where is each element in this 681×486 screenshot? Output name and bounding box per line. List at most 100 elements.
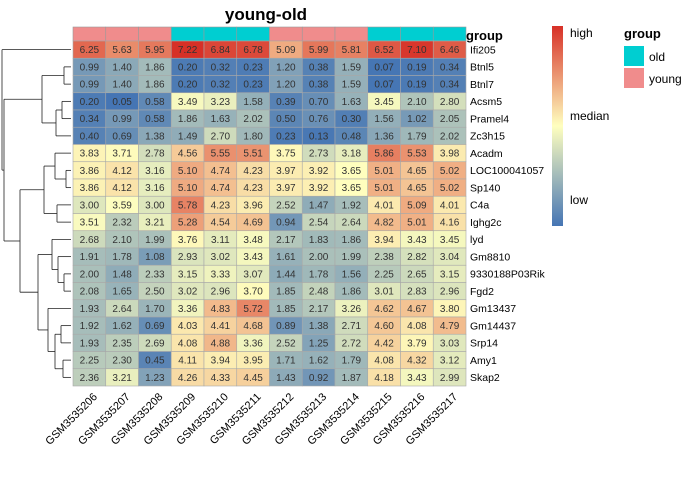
cell-value: 4.41 (211, 321, 231, 332)
annotation-cell-old (170, 26, 205, 42)
cell-value: 0.07 (374, 80, 394, 91)
gene-label: 9330188P03Rik (470, 269, 545, 281)
cell-value: 0.19 (407, 62, 427, 73)
cell-value: 1.87 (342, 373, 362, 384)
cell-value: 0.58 (145, 97, 165, 108)
cell-value: 1.70 (145, 304, 165, 315)
cell-value: 6.46 (440, 45, 460, 56)
cell-value: 4.03 (178, 321, 198, 332)
annotation-cell-old (203, 26, 238, 42)
cell-value: 4.45 (243, 373, 263, 384)
cell-value: 2.64 (342, 218, 362, 229)
cell-value: 2.36 (80, 373, 100, 384)
cell-value: 3.21 (145, 218, 165, 229)
cell-value: 1.91 (80, 252, 100, 263)
cell-value: 0.40 (80, 131, 100, 142)
cell-value: 4.18 (374, 373, 394, 384)
cell-value: 1.86 (145, 62, 165, 73)
cell-value: 6.52 (374, 45, 394, 56)
gene-label: Btnl5 (470, 62, 494, 74)
cell-value: 2.48 (309, 287, 329, 298)
gene-labels: Ifi205 Btnl5 Btnl7 Acsm5 Pramel4 Zc3h15 Acadm L… (470, 44, 545, 384)
cell-value: 4.74 (211, 183, 231, 194)
annotation-cell-old (236, 26, 270, 42)
cell-value: 1.79 (342, 356, 362, 367)
cell-value: 3.98 (440, 149, 460, 160)
cell-value: 3.86 (80, 183, 100, 194)
cell-value: 4.54 (211, 218, 231, 229)
cell-value: 5.51 (243, 149, 263, 160)
color-scale-label: median (570, 109, 609, 123)
cell-value: 4.69 (243, 218, 263, 229)
cell-value: 1.23 (145, 373, 165, 384)
cell-value: 4.79 (440, 321, 460, 332)
cell-value: 0.38 (309, 62, 329, 73)
cell-value: 2.05 (440, 114, 460, 125)
cell-value: 2.30 (112, 356, 132, 367)
cell-value: 1.92 (80, 321, 100, 332)
cell-value: 2.00 (80, 269, 100, 280)
cell-value: 5.10 (178, 183, 198, 194)
cell-value: 3.15 (440, 269, 460, 280)
cell-value: 3.18 (342, 149, 362, 160)
cell-value: 7.10 (407, 45, 427, 56)
cell-value: 0.69 (112, 131, 132, 142)
cell-value: 0.34 (440, 80, 460, 91)
color-scale-bar (552, 26, 563, 226)
cell-value: 1.48 (112, 269, 132, 280)
cell-value: 7.22 (178, 45, 198, 56)
cell-value: 5.55 (211, 149, 231, 160)
cell-value: 1.71 (276, 356, 296, 367)
cell-value: 2.17 (309, 304, 329, 315)
cell-value: 0.50 (276, 114, 296, 125)
cell-value: 0.23 (276, 131, 296, 142)
color-scale-label: high (570, 26, 593, 40)
gene-label: Fgd2 (470, 286, 494, 298)
cell-value: 5.10 (178, 166, 198, 177)
cell-value: 3.92 (309, 183, 329, 194)
cell-value: 0.32 (211, 80, 231, 91)
cell-value: 3.04 (440, 252, 460, 263)
cell-value: 2.35 (112, 338, 132, 349)
cell-value: 1.44 (276, 269, 296, 280)
cell-value: 5.01 (407, 218, 427, 229)
cell-value: 3.71 (112, 149, 132, 160)
cell-value: 3.26 (342, 304, 362, 315)
cell-value: 2.70 (211, 131, 231, 142)
cell-value: 0.20 (178, 80, 198, 91)
annotation-cell-young (105, 26, 139, 42)
cell-value: 1.61 (276, 252, 296, 263)
cell-value: 3.79 (407, 338, 427, 349)
gene-label: Gm14437 (470, 320, 516, 332)
cell-value: 0.34 (440, 62, 460, 73)
annotation-label: group (466, 28, 503, 43)
cell-value: 3.07 (243, 269, 263, 280)
annotation-cell-old (367, 26, 401, 42)
annotation-cell-old (432, 26, 467, 42)
group-legend-label: old (649, 50, 665, 64)
cell-value: 1.83 (309, 235, 329, 246)
cell-value: 0.58 (145, 114, 165, 125)
cell-value: 3.43 (407, 373, 427, 384)
cell-value: 3.76 (178, 235, 198, 246)
heatmap-cell (432, 368, 467, 387)
cell-value: 5.09 (276, 45, 296, 56)
cell-value: 1.85 (276, 304, 296, 315)
cell-value: 2.73 (309, 149, 329, 160)
cell-value: 3.33 (211, 269, 231, 280)
cell-value: 4.56 (178, 149, 198, 160)
cell-value: 1.92 (342, 200, 362, 211)
row-dendrogram (1, 49, 71, 378)
cell-value: 1.56 (342, 269, 362, 280)
cell-value: 2.71 (342, 321, 362, 332)
annotation-cell-young (301, 26, 336, 42)
cell-value: 1.58 (243, 97, 263, 108)
gene-label: C4a (470, 200, 489, 212)
cell-value: 3.23 (211, 97, 231, 108)
cell-value: 4.23 (211, 200, 231, 211)
cell-value: 1.78 (112, 252, 132, 263)
cell-value: 4.23 (243, 183, 263, 194)
cell-value: 5.63 (112, 45, 132, 56)
cell-value: 1.49 (178, 131, 198, 142)
